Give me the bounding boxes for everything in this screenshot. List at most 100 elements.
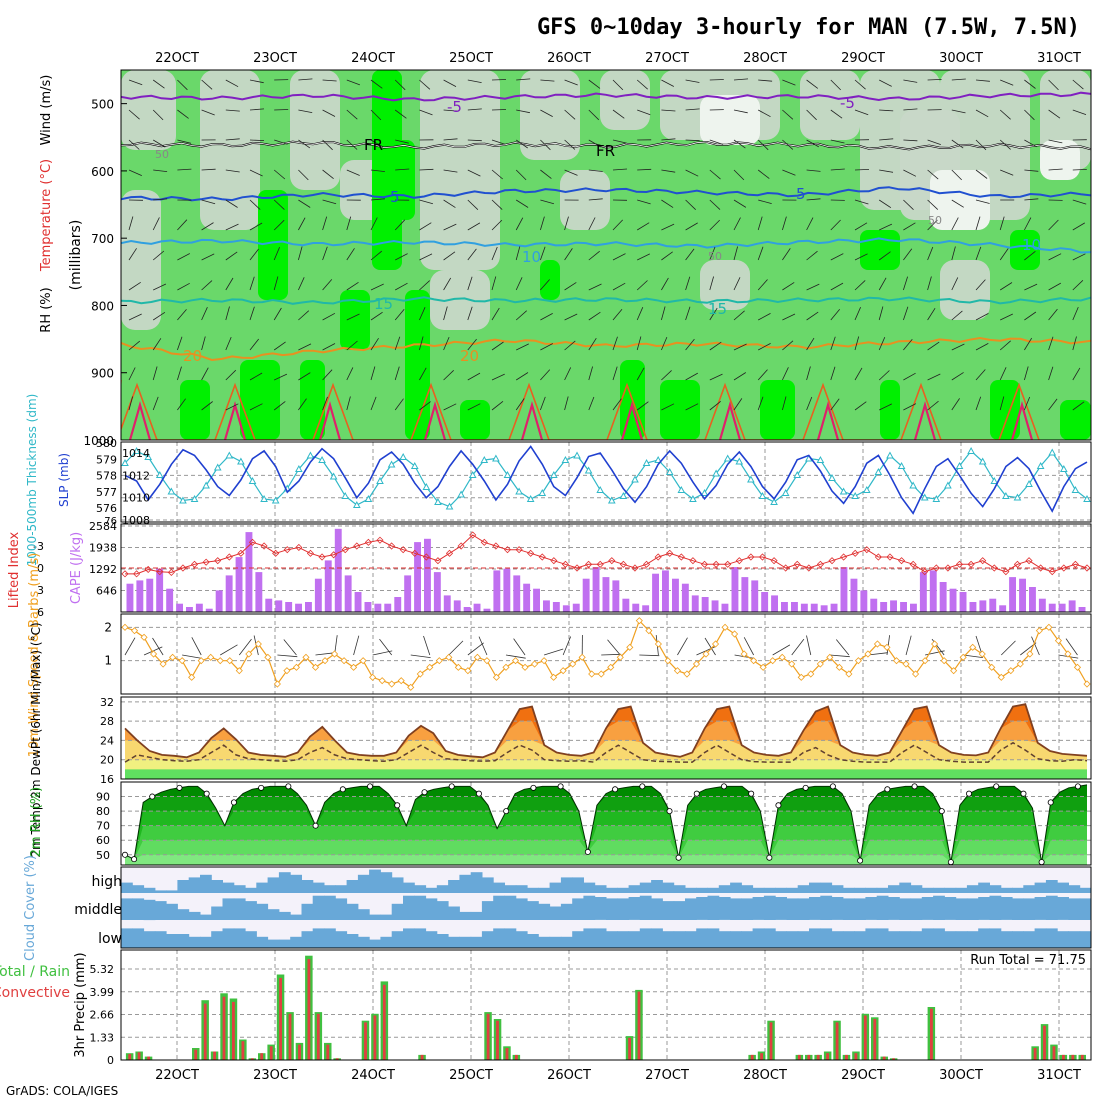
wind-barb — [491, 139, 506, 145]
wind-barb — [225, 403, 239, 411]
rh-saturated-patch — [760, 380, 795, 440]
lifted-index-point — [399, 546, 407, 554]
wind10-point — [988, 663, 996, 671]
cloud-bar-high — [1034, 882, 1047, 893]
cloud-bar-middle — [211, 906, 223, 920]
wind-barb — [757, 216, 763, 231]
cloud-bar-middle — [1079, 898, 1091, 920]
thickness-point — [1025, 479, 1033, 487]
cape-bar — [453, 600, 461, 612]
wind-barb — [467, 276, 473, 291]
precip-conv-bar — [835, 1022, 839, 1060]
date-label-bottom: 23OCT — [253, 1068, 297, 1083]
thickness-point — [329, 472, 338, 480]
wind10-barb — [963, 654, 984, 658]
cloud-bar-low — [651, 928, 663, 948]
wind-barb — [370, 250, 383, 261]
wind-barb — [273, 341, 286, 351]
rh-point — [285, 783, 292, 790]
cape-bar — [681, 583, 689, 612]
slp-tick: 1012 — [122, 469, 150, 482]
wind-barb — [298, 199, 311, 208]
cape-bar — [1029, 587, 1036, 612]
wind-barb — [637, 109, 651, 116]
wind-barb — [975, 279, 986, 291]
date-label-bottom: 22OCT — [155, 1068, 199, 1083]
wind-barb — [709, 169, 721, 180]
wind-barb — [467, 338, 477, 351]
cloud-bar-middle — [921, 897, 934, 920]
temp-tick: 32 — [100, 696, 114, 709]
cloud-bar-middle — [481, 901, 494, 920]
wind-barb — [927, 199, 939, 210]
wind-barb — [346, 248, 355, 261]
rh-point — [230, 799, 237, 806]
wind10-barb — [478, 636, 488, 656]
cloud-bar-high — [809, 882, 821, 893]
thickness-point — [897, 461, 906, 469]
wind-barb — [540, 396, 546, 411]
wind-barb — [1048, 366, 1054, 381]
thickness-point — [573, 451, 581, 459]
wind-barb — [685, 372, 698, 381]
cape-bar — [850, 578, 858, 612]
wind-barb — [709, 246, 716, 261]
wind10-barb — [448, 640, 464, 656]
cloud-bar-high — [256, 882, 269, 893]
rh-point — [394, 802, 401, 809]
cloud-bar-middle — [357, 909, 370, 920]
wind-barb — [782, 139, 794, 150]
wind-barb — [733, 169, 745, 181]
wind10-point — [864, 650, 872, 658]
lifted-index-point — [747, 553, 755, 561]
chart-title: GFS 0~10day 3-hourly for MAN (7.5W, 7.5N… — [537, 15, 1080, 40]
cloud-bar-low — [380, 936, 393, 948]
cape-bar — [354, 592, 362, 612]
wind-barb — [467, 222, 481, 231]
wind-barb — [806, 109, 817, 121]
cloud-bar-low — [606, 931, 618, 948]
wind-barb — [854, 280, 866, 291]
wind-barb — [515, 246, 521, 261]
warm-contour — [121, 380, 1040, 440]
wind-barb — [370, 139, 384, 148]
cape-bar — [820, 605, 828, 612]
wind-barb — [540, 109, 553, 117]
wind-barb — [999, 396, 1005, 411]
precip-conv-bar — [505, 1048, 509, 1060]
cloud-bar-high — [166, 890, 178, 893]
wind-barb — [346, 79, 361, 86]
rh-tick: 90 — [96, 791, 110, 804]
date-label-top: 25OCT — [449, 51, 493, 66]
wind-barb — [878, 306, 884, 321]
wind-barb — [975, 109, 989, 118]
wind-barb — [709, 79, 724, 81]
precip-conv-bar — [382, 984, 386, 1060]
panel-frame — [120, 866, 1092, 949]
wind-barb — [322, 79, 337, 82]
wind-barb — [685, 222, 698, 231]
wind-barb — [830, 282, 844, 291]
wind-barb — [661, 251, 673, 261]
wind-barb — [975, 79, 990, 82]
lifted-index-point — [770, 557, 778, 565]
thickness-point — [144, 452, 153, 460]
wind-barb — [612, 253, 626, 261]
wind-barb — [830, 366, 836, 381]
cape-bar — [463, 607, 471, 612]
thickness-point — [550, 470, 558, 478]
cloud-bar-high — [606, 887, 618, 893]
wind-barb — [346, 396, 351, 411]
wind10-point — [226, 657, 234, 665]
lifted-index-point — [202, 558, 210, 566]
rh-point — [258, 784, 265, 791]
rh-point — [829, 783, 836, 790]
cloud-bar-high — [583, 882, 596, 893]
cape-bar — [1019, 578, 1026, 612]
wind-barb — [564, 109, 576, 120]
wind10-point — [759, 663, 767, 671]
cloud-bar-high — [820, 882, 833, 893]
wind-barb — [273, 401, 286, 411]
wind-barb — [370, 366, 376, 381]
wind-barb — [152, 217, 160, 231]
